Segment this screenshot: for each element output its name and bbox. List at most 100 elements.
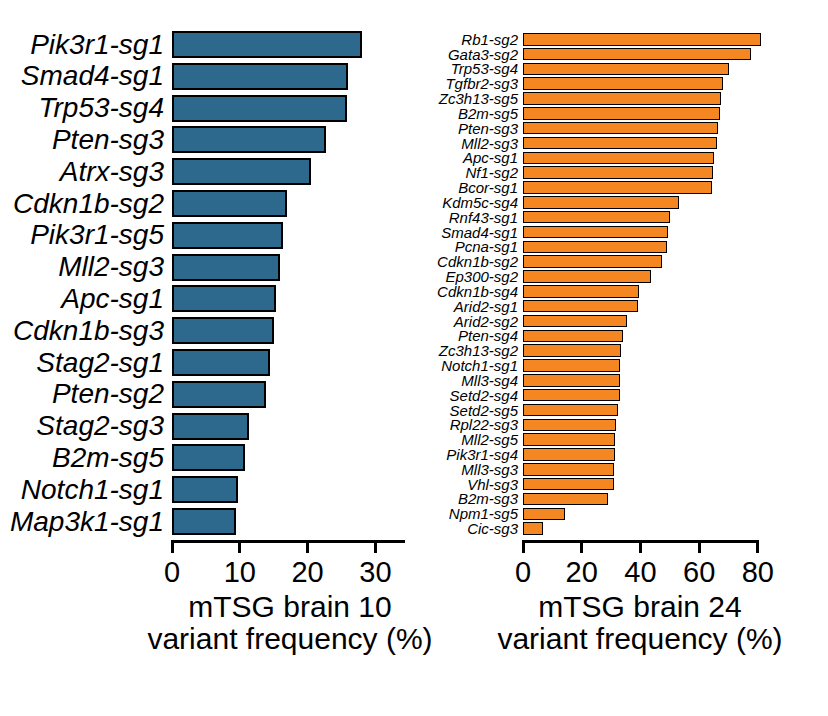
bar xyxy=(523,196,679,209)
bar-row: Pten-sg3 xyxy=(0,122,828,135)
bar-row: B2m-sg3 xyxy=(0,493,828,506)
category-label: Setd2-sg5 xyxy=(414,404,523,417)
bar-row: Vhl-sg3 xyxy=(0,478,828,491)
category-label: Cdkn1b-sg2 xyxy=(414,255,523,268)
category-label: Rnf43-sg1 xyxy=(414,211,523,224)
category-label: Tgfbr2-sg3 xyxy=(414,77,523,90)
category-label: Kdm5c-sg4 xyxy=(414,196,523,209)
bar xyxy=(523,255,662,268)
category-label: Vhl-sg3 xyxy=(414,478,523,491)
category-label: Zc3h13-sg5 xyxy=(414,92,523,105)
category-label: Rb1-sg2 xyxy=(414,33,523,46)
x-axis-tick-mark xyxy=(639,540,642,553)
bar xyxy=(523,300,638,313)
bar xyxy=(523,48,751,61)
x-axis-title-left-line1: mTSG brain 10 xyxy=(130,591,450,623)
category-label: Arid2-sg1 xyxy=(414,300,523,313)
bar-row: Apc-sg1 xyxy=(0,152,828,165)
bar xyxy=(523,330,623,343)
bar-row: Smad4-sg1 xyxy=(0,226,828,239)
bar xyxy=(523,211,670,224)
category-label: Mll3-sg4 xyxy=(414,374,523,387)
x-axis-tick-label: 80 xyxy=(718,556,798,589)
bar-row: Tgfbr2-sg3 xyxy=(0,77,828,90)
bar xyxy=(523,152,714,165)
category-label: Gata3-sg2 xyxy=(414,48,523,61)
category-label: Npm1-sg5 xyxy=(414,508,523,521)
bar-row: Mll3-sg3 xyxy=(0,463,828,476)
bar-row: Bcor-sg1 xyxy=(0,181,828,194)
bar xyxy=(523,285,639,298)
bar-row: Kdm5c-sg4 xyxy=(0,196,828,209)
bar-row: Cdkn1b-sg2 xyxy=(0,255,828,268)
category-label: Notch1-sg1 xyxy=(414,359,523,372)
bar-row: Zc3h13-sg2 xyxy=(0,344,828,357)
category-label: Arid2-sg2 xyxy=(414,315,523,328)
bar xyxy=(523,493,608,506)
category-label: Apc-sg1 xyxy=(414,152,523,165)
x-axis-tick-mark xyxy=(580,540,583,553)
category-label: B2m-sg3 xyxy=(414,493,523,506)
category-label: Ep300-sg2 xyxy=(414,270,523,283)
bar xyxy=(523,107,720,120)
x-axis-title-right-line1: mTSG brain 24 xyxy=(480,591,800,623)
category-label: B2m-sg5 xyxy=(414,107,523,120)
bar xyxy=(523,478,614,491)
x-axis-tick-mark xyxy=(522,540,525,553)
bar-row: B2m-sg5 xyxy=(0,107,828,120)
category-label: Smad4-sg1 xyxy=(414,226,523,239)
category-label: Pcna-sg1 xyxy=(414,241,523,254)
bar xyxy=(523,270,651,283)
bar-row: Zc3h13-sg5 xyxy=(0,92,828,105)
bar xyxy=(523,508,565,521)
bar-row: Mll3-sg4 xyxy=(0,374,828,387)
bar xyxy=(523,344,621,357)
x-axis-title-right-line2: variant frequency (%) xyxy=(480,623,800,655)
figure-canvas: Pik3r1-sg1Smad4-sg1Trp53-sg4Pten-sg3Atrx… xyxy=(0,0,828,716)
bar xyxy=(523,404,618,417)
category-label: Mll2-sg5 xyxy=(414,433,523,446)
category-label: Nf1-sg2 xyxy=(414,166,523,179)
bar xyxy=(523,315,627,328)
bar-row: Mll2-sg3 xyxy=(0,137,828,150)
bar xyxy=(523,359,620,372)
bar xyxy=(523,226,668,239)
category-label: Zc3h13-sg2 xyxy=(414,344,523,357)
bar xyxy=(523,166,713,179)
bar-row: Pten-sg4 xyxy=(0,330,828,343)
category-label: Trp53-sg4 xyxy=(414,63,523,76)
bar-row: Gata3-sg2 xyxy=(0,48,828,61)
x-axis-title-left-line2: variant frequency (%) xyxy=(130,623,450,655)
bar xyxy=(523,77,723,90)
bar xyxy=(523,92,721,105)
category-label: Mll2-sg3 xyxy=(414,137,523,150)
x-axis-title-right: mTSG brain 24 variant frequency (%) xyxy=(480,591,800,655)
bar-row: Arid2-sg2 xyxy=(0,315,828,328)
x-axis-title-left: mTSG brain 10 variant frequency (%) xyxy=(130,591,450,655)
bar xyxy=(523,448,615,461)
bar-row: Ep300-sg2 xyxy=(0,270,828,283)
bar xyxy=(523,241,667,254)
bar xyxy=(523,181,712,194)
bar-row: Notch1-sg1 xyxy=(0,359,828,372)
bar xyxy=(523,33,761,46)
bar-row: Rb1-sg2 xyxy=(0,33,828,46)
bar-row: Cdkn1b-sg4 xyxy=(0,285,828,298)
bar-row: Mll2-sg5 xyxy=(0,433,828,446)
bar xyxy=(523,419,616,432)
bar xyxy=(523,122,718,135)
bar xyxy=(523,463,614,476)
bar-row: Pik3r1-sg4 xyxy=(0,448,828,461)
bar-row: Npm1-sg5 xyxy=(0,508,828,521)
category-label: Cic-sg3 xyxy=(414,522,523,535)
bar xyxy=(523,389,620,402)
bar xyxy=(523,374,620,387)
bar-row: Trp53-sg4 xyxy=(0,63,828,76)
bar xyxy=(523,522,543,535)
x-axis-tick-mark xyxy=(756,540,759,553)
category-label: Setd2-sg4 xyxy=(414,389,523,402)
bar-row: Arid2-sg1 xyxy=(0,300,828,313)
category-label: Pik3r1-sg4 xyxy=(414,448,523,461)
bar-row: Setd2-sg5 xyxy=(0,404,828,417)
category-label: Pten-sg3 xyxy=(414,122,523,135)
